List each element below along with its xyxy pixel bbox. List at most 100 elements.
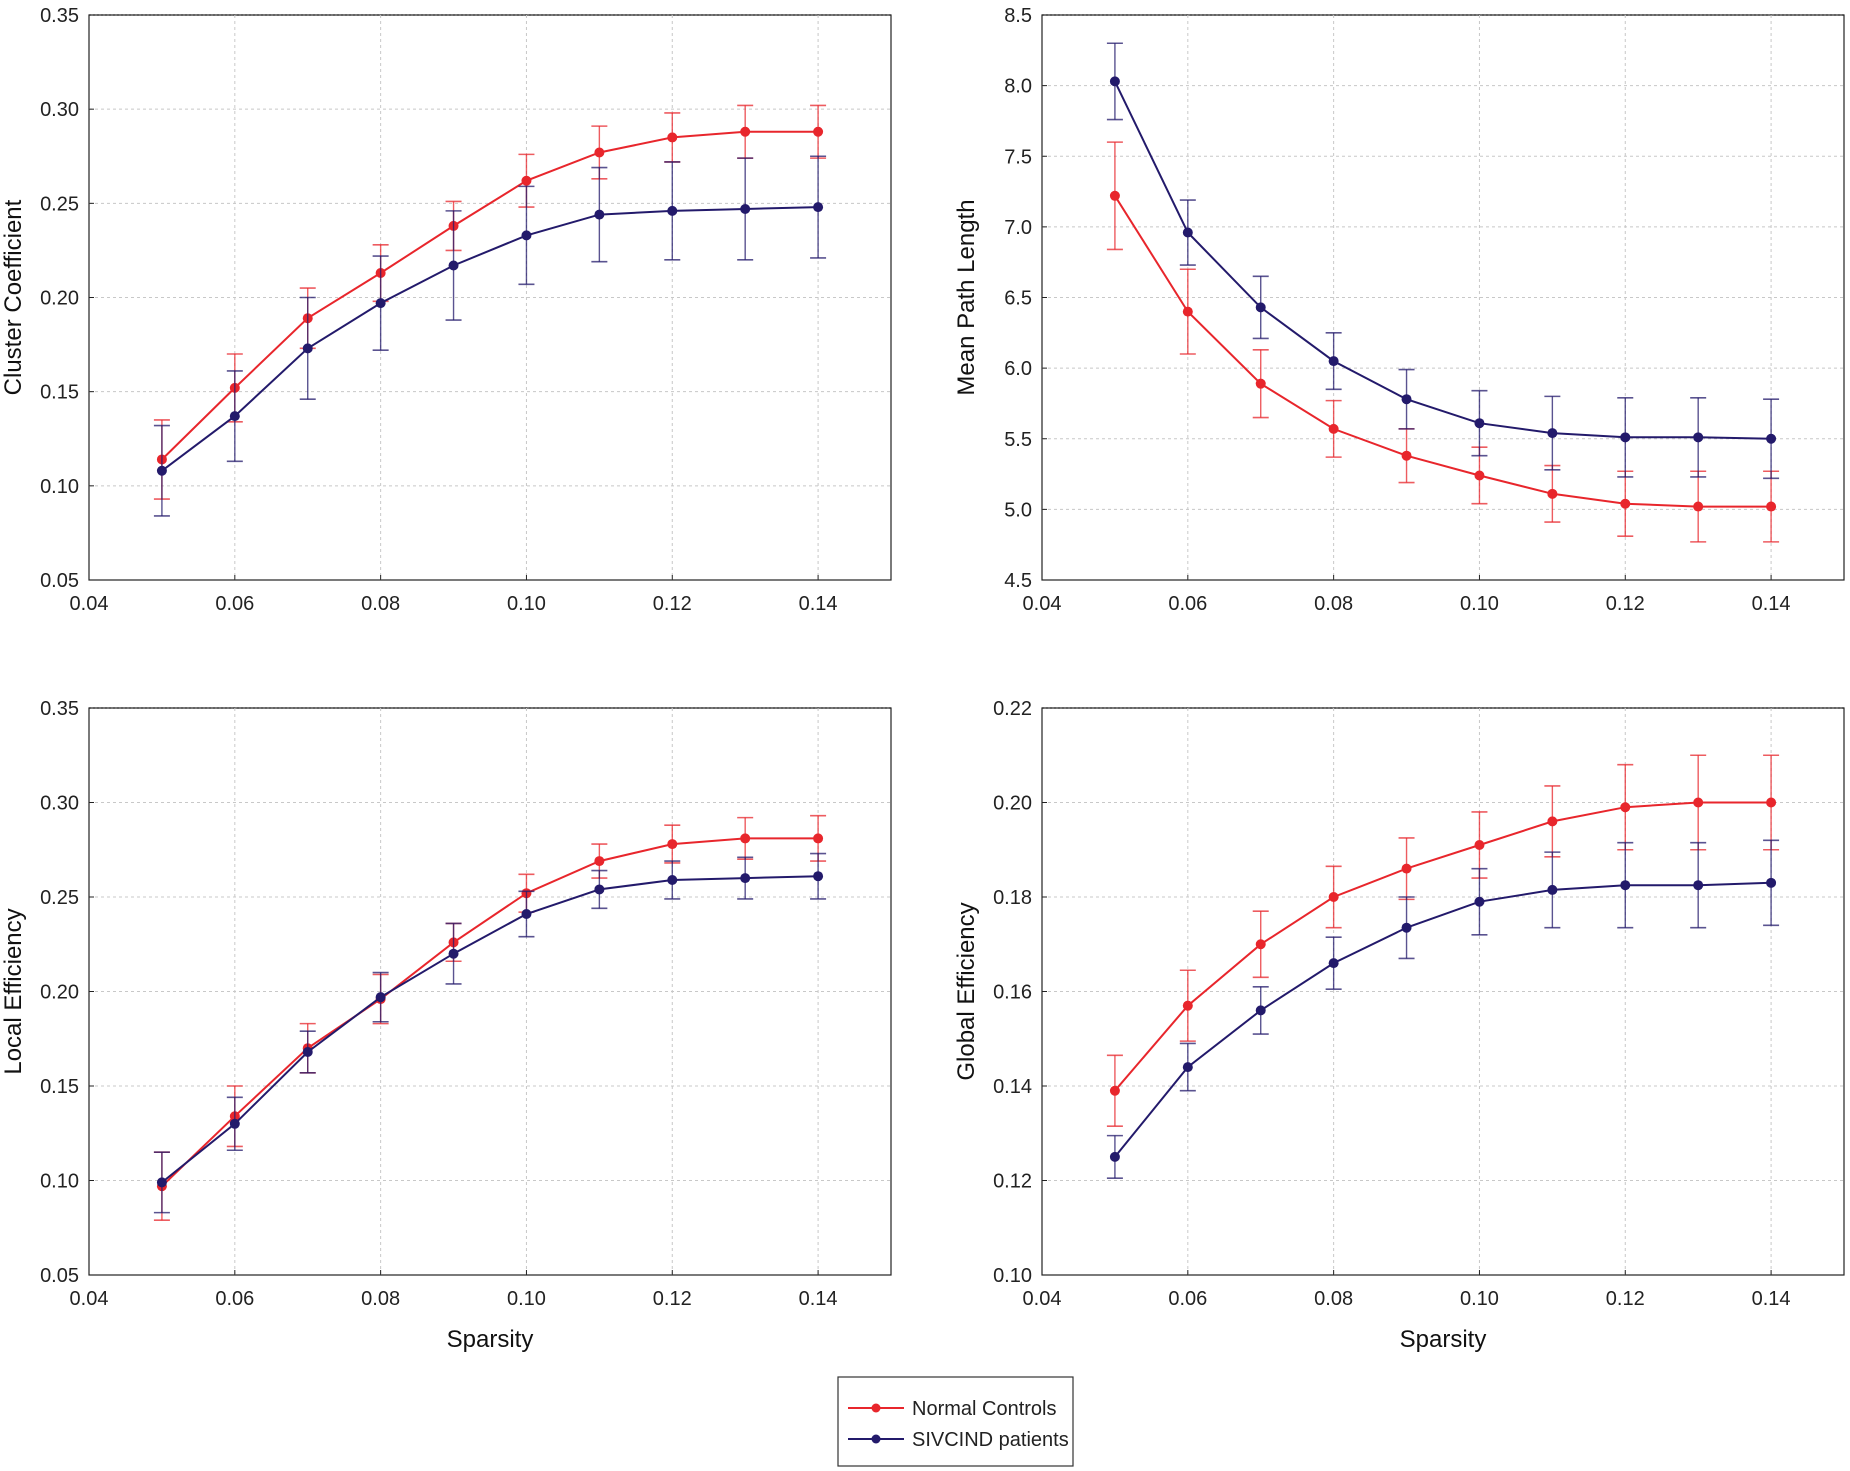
data-point <box>1766 501 1777 512</box>
x-tick-label: 0.08 <box>1314 593 1353 615</box>
data-point <box>1328 423 1339 434</box>
y-tick-label: 0.30 <box>40 99 79 121</box>
legend-label-sivcind-patients: SIVCIND patients <box>912 1429 1069 1451</box>
data-point <box>1693 880 1704 891</box>
y-tick-label: 7.5 <box>1004 146 1032 168</box>
x-tick-label: 0.10 <box>1460 1288 1499 1310</box>
data-point <box>1109 1085 1120 1096</box>
series-sivcind-patients <box>1106 839 1780 1179</box>
legend-marker-normal-controls <box>871 1403 881 1413</box>
data-point <box>1766 433 1777 444</box>
y-tick-label: 0.18 <box>993 887 1032 909</box>
y-tick-label: 8.5 <box>1004 5 1032 27</box>
data-point <box>1401 922 1412 933</box>
x-tick-label: 0.08 <box>361 593 400 615</box>
x-tick-label: 0.14 <box>1752 593 1791 615</box>
data-point <box>521 230 532 241</box>
chart-panel-4: 0.04 0.06 0.08 0.10 0.12 0.14 0.10 0.12 0.14 0.16… <box>953 698 1845 1353</box>
chart-panel-3: 0.04 0.06 0.08 0.10 0.12 0.14 0.05 0.10 0.15 0.20… <box>0 698 892 1353</box>
y-tick-label: 7.0 <box>1004 217 1032 239</box>
series-sivcind-patients <box>153 852 827 1214</box>
data-point <box>1182 1062 1193 1073</box>
x-tick-label: 0.06 <box>1168 1288 1207 1310</box>
data-point <box>1620 498 1631 509</box>
data-point <box>667 132 678 143</box>
x-tick-label: 0.10 <box>507 1288 546 1310</box>
x-tick-label: 0.12 <box>653 593 692 615</box>
y-tick-label: 0.20 <box>40 982 79 1004</box>
data-point <box>1401 394 1412 405</box>
data-point <box>229 411 240 422</box>
data-point <box>521 175 532 186</box>
y-tick-label: 0.10 <box>40 1171 79 1193</box>
y-tick-label: 6.5 <box>1004 288 1032 310</box>
y-tick-label: 0.35 <box>40 5 79 27</box>
data-point <box>1547 488 1558 499</box>
x-tick-label: 0.12 <box>1606 593 1645 615</box>
data-point <box>229 1118 240 1129</box>
data-point <box>1328 892 1339 902</box>
x-tick-label: 0.12 <box>653 1288 692 1310</box>
data-point <box>594 209 605 220</box>
series-line <box>1113 80 1772 440</box>
data-point <box>448 260 459 271</box>
x-tick-label: 0.04 <box>70 1288 109 1310</box>
y-tick-label: 0.10 <box>40 476 79 498</box>
series-normal-controls <box>1106 754 1780 1127</box>
chart-panel-1: 0.04 0.06 0.08 0.10 0.12 0.14 0.05 0.10 0.15 0.20… <box>0 5 892 615</box>
y-tick-label: 6.0 <box>1004 358 1032 380</box>
x-tick-label: 0.04 <box>1023 1288 1062 1310</box>
y-tick-label: 0.25 <box>40 193 79 215</box>
series-normal-controls <box>1106 141 1780 543</box>
data-point <box>1401 450 1412 461</box>
y-tick-label: 8.0 <box>1004 76 1032 98</box>
y-axis-label: Cluster Coefficient <box>0 199 27 395</box>
y-tick-label: 5.5 <box>1004 429 1032 451</box>
data-point <box>594 884 605 895</box>
y-tick-label: 0.10 <box>993 1265 1032 1287</box>
data-point <box>1620 432 1631 443</box>
y-tick-label: 0.20 <box>993 793 1032 815</box>
data-point <box>1182 227 1193 238</box>
data-point <box>667 874 678 885</box>
y-tick-label: 0.16 <box>993 982 1032 1004</box>
data-point <box>594 147 605 158</box>
x-tick-label: 0.08 <box>361 1288 400 1310</box>
data-point <box>813 871 824 882</box>
data-point <box>302 343 313 354</box>
series-line <box>161 875 819 1184</box>
data-point <box>1547 816 1558 827</box>
y-tick-label: 0.12 <box>993 1171 1032 1193</box>
x-tick-label: 0.14 <box>799 1288 838 1310</box>
legend-box <box>837 1376 1074 1467</box>
y-tick-label: 0.35 <box>40 698 79 720</box>
series-line <box>1114 881 1772 1158</box>
data-point <box>1693 432 1704 443</box>
x-tick-label: 0.06 <box>215 593 254 615</box>
data-point <box>1766 877 1777 888</box>
data-point <box>813 202 824 213</box>
x-tick-label: 0.10 <box>507 593 546 615</box>
data-point <box>1474 840 1485 851</box>
data-point <box>1547 428 1558 439</box>
data-point <box>1255 302 1266 313</box>
data-point <box>375 298 386 309</box>
series-line <box>1114 195 1772 508</box>
data-point <box>1693 797 1704 808</box>
data-point <box>1766 797 1777 808</box>
data-point <box>740 203 751 214</box>
data-point <box>1109 190 1120 201</box>
y-axis-label: Mean Path Length <box>953 199 980 395</box>
x-tick-label: 0.14 <box>799 593 838 615</box>
legend-marker-sivcind-patients <box>871 1434 881 1444</box>
y-tick-label: 4.5 <box>1004 570 1032 592</box>
data-point <box>1474 470 1485 481</box>
data-point <box>1474 896 1485 907</box>
data-point <box>667 839 678 850</box>
x-tick-label: 0.08 <box>1314 1288 1353 1310</box>
x-axis-label: Sparsity <box>447 1326 534 1353</box>
series-line <box>161 130 819 461</box>
y-tick-label: 0.22 <box>993 698 1032 720</box>
series-line <box>1114 801 1772 1092</box>
